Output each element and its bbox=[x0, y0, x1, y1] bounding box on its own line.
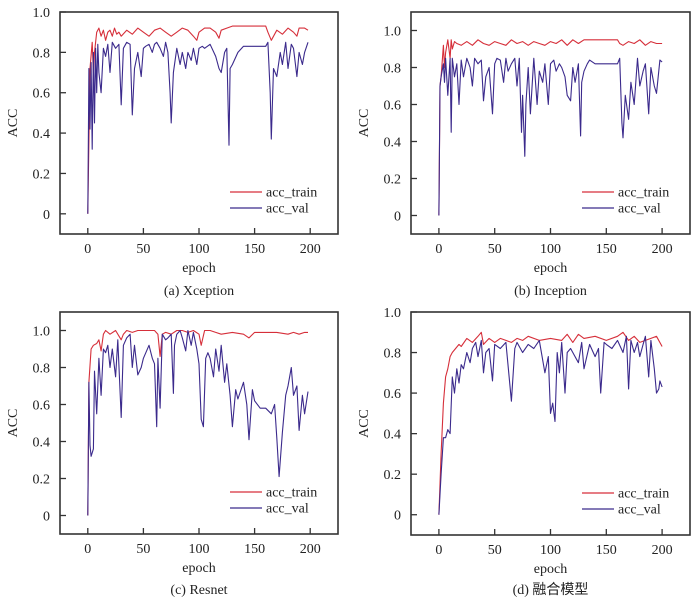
x-tick-label: 100 bbox=[540, 242, 561, 257]
series-line-acc-train bbox=[438, 39, 663, 216]
legend-label-acc-train: acc_train bbox=[266, 486, 317, 501]
x-tick-label: 150 bbox=[596, 242, 617, 257]
legend-label-acc-train: acc_train bbox=[618, 186, 669, 201]
y-axis-label: ACC bbox=[357, 409, 372, 438]
series-line-acc-train bbox=[438, 331, 663, 515]
x-tick-label: 0 bbox=[84, 542, 91, 557]
y-tick-label: 0.2 bbox=[384, 468, 402, 483]
y-tick-label: 0.8 bbox=[384, 347, 402, 362]
subplot-caption: (b) Inception bbox=[514, 284, 587, 299]
subplot-2: 0 50 100 150 200 0 0.2 0.4 0.6 0.8 1.0 epoch ACC (b) … bbox=[357, 11, 691, 299]
y-tick-label: 0.4 bbox=[384, 428, 402, 443]
x-tick-label: 0 bbox=[84, 242, 91, 257]
x-axis-label: epoch bbox=[534, 562, 567, 577]
y-tick-label: 0.2 bbox=[33, 473, 51, 488]
legend-label-acc-val: acc_val bbox=[618, 503, 661, 518]
y-tick-label: 0.8 bbox=[384, 62, 402, 77]
x-tick-label: 50 bbox=[136, 242, 150, 257]
x-tick-label: 200 bbox=[652, 242, 673, 257]
y-tick-label: 0.4 bbox=[384, 136, 402, 151]
y-tick-label: 0.8 bbox=[33, 46, 51, 61]
legend-label-acc-train: acc_train bbox=[266, 186, 317, 201]
subplot-caption: (a) Xception bbox=[164, 284, 234, 299]
subplot-4: 0 50 100 150 200 0 0.2 0.4 0.6 0.8 1.0 epoch ACC (d) … bbox=[357, 306, 691, 598]
x-tick-label: 100 bbox=[540, 543, 561, 558]
legend-label-acc-val: acc_val bbox=[618, 202, 661, 217]
x-tick-label: 50 bbox=[136, 542, 150, 557]
y-tick-label: 1.0 bbox=[384, 306, 402, 321]
x-tick-label: 200 bbox=[652, 543, 673, 558]
x-tick-label: 50 bbox=[488, 543, 502, 558]
series-line-acc-val bbox=[87, 41, 309, 214]
y-tick-label: 0.6 bbox=[33, 87, 51, 102]
y-axis-label: ACC bbox=[6, 409, 21, 438]
y-tick-label: 0.4 bbox=[33, 127, 51, 142]
subplot-1: 0 50 100 150 200 0 0.2 0.4 0.6 0.8 1.0 epoch ACC (a) … bbox=[6, 6, 339, 299]
series-line-acc-val bbox=[438, 335, 663, 515]
legend-label-acc-train: acc_train bbox=[618, 487, 669, 502]
x-tick-label: 200 bbox=[300, 242, 321, 257]
y-tick-label: 0 bbox=[394, 509, 401, 524]
series-line-acc-val bbox=[438, 57, 663, 216]
y-tick-label: 0.6 bbox=[384, 99, 402, 114]
x-tick-label: 200 bbox=[300, 542, 321, 557]
x-tick-label: 50 bbox=[488, 242, 502, 257]
x-axis-label: epoch bbox=[182, 561, 215, 576]
subplot-caption: (c) Resnet bbox=[170, 583, 227, 598]
y-tick-label: 1.0 bbox=[33, 6, 51, 21]
x-tick-label: 0 bbox=[435, 543, 442, 558]
subplot-3: 0 50 100 150 200 0 0.2 0.4 0.6 0.8 1.0 epoch ACC (c) … bbox=[6, 311, 339, 598]
y-tick-label: 0.8 bbox=[33, 362, 51, 377]
y-tick-label: 0 bbox=[43, 510, 50, 525]
subplot-caption: (d) 融合模型 bbox=[513, 582, 589, 598]
x-tick-label: 0 bbox=[435, 242, 442, 257]
y-tick-label: 0.2 bbox=[384, 173, 402, 188]
legend-label-acc-val: acc_val bbox=[266, 502, 309, 517]
series-line-acc-val bbox=[87, 329, 309, 516]
y-tick-label: 1.0 bbox=[384, 25, 402, 40]
x-tick-label: 150 bbox=[244, 242, 265, 257]
x-tick-label: 150 bbox=[596, 543, 617, 558]
series-line-acc-train bbox=[87, 329, 308, 516]
y-axis-label: ACC bbox=[357, 109, 372, 138]
y-tick-label: 0.6 bbox=[384, 387, 402, 402]
legend-label-acc-val: acc_val bbox=[266, 202, 309, 217]
y-tick-label: 0 bbox=[43, 208, 50, 223]
y-tick-label: 0 bbox=[394, 210, 401, 225]
y-tick-label: 0.2 bbox=[33, 167, 51, 182]
y-tick-label: 0.4 bbox=[33, 436, 51, 451]
x-tick-label: 100 bbox=[189, 242, 210, 257]
x-axis-label: epoch bbox=[534, 261, 567, 276]
series-line-acc-train bbox=[87, 25, 309, 214]
x-tick-label: 150 bbox=[244, 542, 265, 557]
y-tick-label: 0.6 bbox=[33, 399, 51, 414]
y-tick-label: 1.0 bbox=[33, 325, 51, 340]
y-axis-label: ACC bbox=[6, 109, 21, 138]
x-tick-label: 100 bbox=[189, 542, 210, 557]
x-axis-label: epoch bbox=[182, 261, 215, 276]
